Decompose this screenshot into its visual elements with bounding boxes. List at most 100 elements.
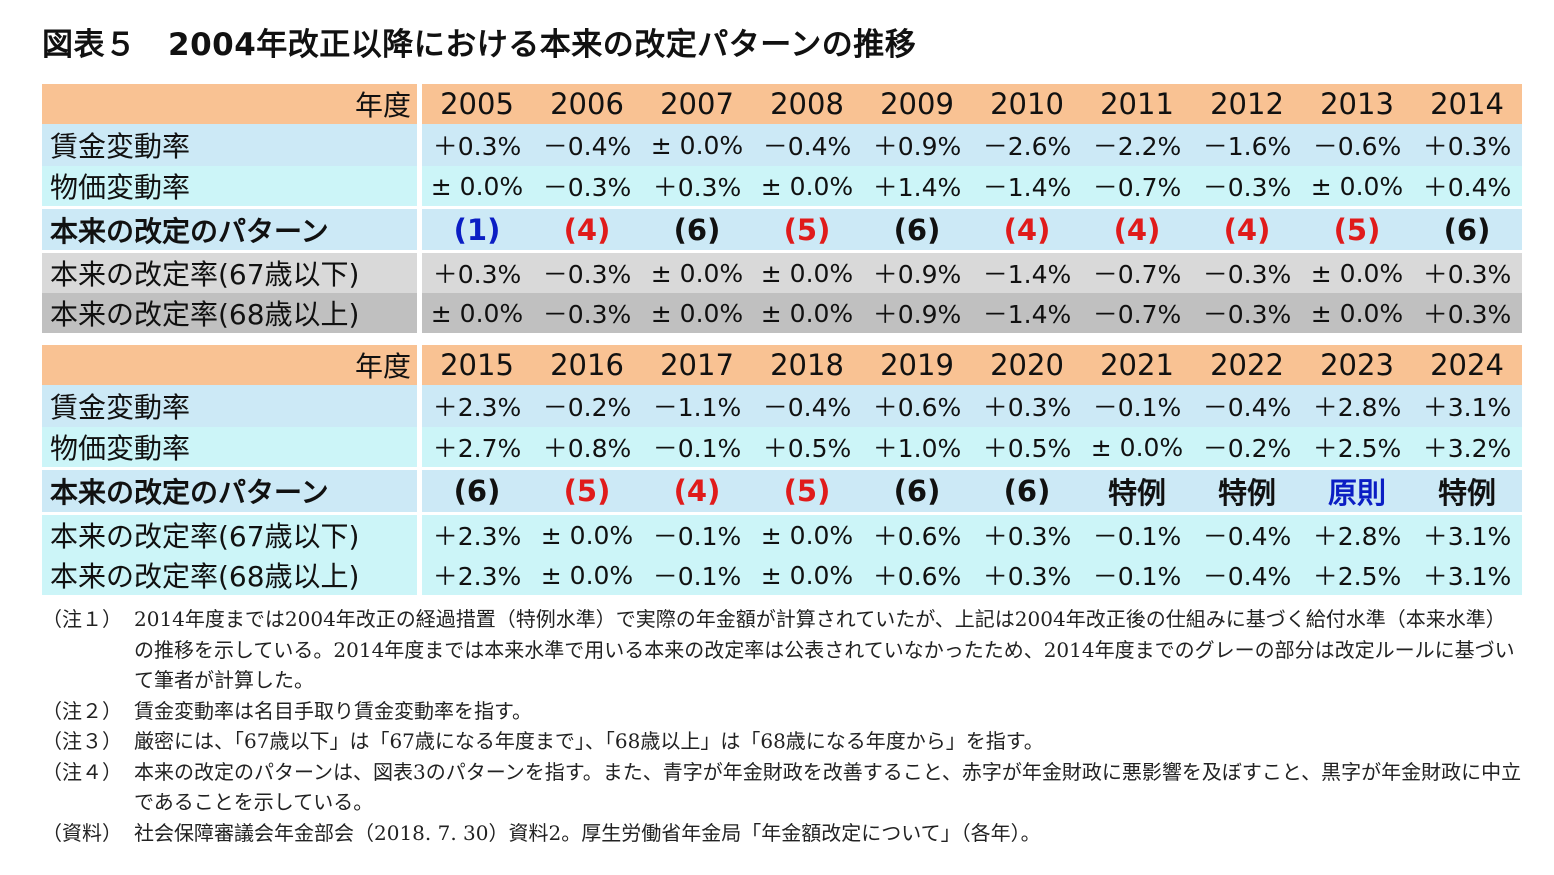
value-cell: ＋0.6% — [862, 515, 972, 555]
note-text: 2014年度までは2004年改正の経過措置（特例水準）で実際の年金額が計算されて… — [134, 607, 1515, 692]
row-label: 本来の改定率(68歳以上) — [42, 293, 422, 333]
row-label: 本来の改定率(67歳以下) — [42, 515, 422, 555]
value-cell: ± 0.0% — [532, 555, 642, 595]
pension-table-2015-2024: 年度 2015 2016 2017 2018 2019 2020 2021 2022 2023 20… — [42, 345, 1522, 595]
value-cell: (1) — [422, 209, 532, 253]
value-cell: －1.6% — [1192, 124, 1302, 166]
value-cell: －2.2% — [1082, 124, 1192, 166]
value-cell: (4) — [1192, 209, 1302, 253]
figure-title: 図表５ 2004年改正以降における本来の改定パターンの推移 — [42, 27, 917, 63]
year-cell: 2013 — [1302, 84, 1412, 124]
value-cell: ± 0.0% — [1302, 166, 1412, 209]
value-cell: －0.3% — [532, 293, 642, 333]
revision-rate-68-over-row: 本来の改定率(68歳以上) ＋2.3% ± 0.0% －0.1% ± 0.0% ＋0.6%… — [42, 555, 1522, 595]
year-header-label: 年度 — [42, 345, 422, 385]
year-cell: 2011 — [1082, 84, 1192, 124]
price-change-rate-row: 物価変動率 ± 0.0% －0.3% ＋0.3% ± 0.0% ＋1.4% －1.4% －0.… — [42, 166, 1522, 209]
price-change-rate-row: 物価変動率 ＋2.7% ＋0.8% －0.1% ＋0.5% ＋1.0% ＋0.5% ± 0.0… — [42, 427, 1522, 470]
value-cell: －2.6% — [972, 124, 1082, 166]
year-cell: 2014 — [1412, 84, 1522, 124]
year-header-row: 年度 2015 2016 2017 2018 2019 2020 2021 2022 2023 20… — [42, 345, 1522, 385]
value-cell: －0.4% — [1192, 515, 1302, 555]
year-cell: 2024 — [1412, 345, 1522, 385]
row-label: 物価変動率 — [42, 427, 422, 470]
notes-section: （注１） 2014年度までは2004年改正の経過措置（特例水準）で実際の年金額が計… — [42, 604, 1522, 848]
value-cell: －0.3% — [1192, 293, 1302, 333]
value-cell: －0.1% — [642, 555, 752, 595]
value-cell: ＋1.4% — [862, 166, 972, 209]
note-text: 社会保障審議会年金部会（2018. 7. 30）資料2。厚生労働省年金局「年金額… — [134, 820, 1041, 845]
value-cell: －0.7% — [1082, 166, 1192, 209]
value-cell: ± 0.0% — [1302, 293, 1412, 333]
note-item: （注１） 2014年度までは2004年改正の経過措置（特例水準）で実際の年金額が計… — [42, 604, 1522, 696]
value-cell: ＋2.3% — [422, 555, 532, 595]
value-cell: －0.4% — [1192, 555, 1302, 595]
value-cell: ＋0.3% — [422, 253, 532, 293]
value-cell: －0.3% — [532, 253, 642, 293]
value-cell: (6) — [1412, 209, 1522, 253]
value-cell: (4) — [1082, 209, 1192, 253]
value-cell: ＋0.3% — [1412, 124, 1522, 166]
value-cell: ＋3.1% — [1412, 515, 1522, 555]
value-cell: ＋2.3% — [422, 515, 532, 555]
wage-change-rate-row: 賃金変動率 ＋2.3% －0.2% －1.1% －0.4% ＋0.6% ＋0.3% －0.1%… — [42, 385, 1522, 427]
row-label: 本来の改定率(67歳以下) — [42, 253, 422, 293]
year-cell: 2008 — [752, 84, 862, 124]
value-cell: (6) — [642, 209, 752, 253]
value-cell: －0.7% — [1082, 293, 1192, 333]
note-text: 本来の改定のパターンは、図表3のパターンを指す。また、青字が年金財政を改善するこ… — [134, 759, 1522, 815]
value-cell: (4) — [972, 209, 1082, 253]
value-cell: ± 0.0% — [752, 555, 862, 595]
year-cell: 2005 — [422, 84, 532, 124]
year-cell: 2020 — [972, 345, 1082, 385]
value-cell: (5) — [752, 470, 862, 515]
value-cell: ± 0.0% — [422, 293, 532, 333]
value-cell: －0.1% — [1082, 515, 1192, 555]
value-cell: ± 0.0% — [422, 166, 532, 209]
value-cell: ＋0.8% — [532, 427, 642, 470]
value-cell: ± 0.0% — [1082, 427, 1192, 470]
value-cell: ＋0.5% — [972, 427, 1082, 470]
value-cell: －0.1% — [642, 515, 752, 555]
value-cell: －0.3% — [1192, 253, 1302, 293]
value-cell: －0.3% — [1192, 166, 1302, 209]
value-cell: ＋0.9% — [862, 253, 972, 293]
note-tag: （注４） — [42, 759, 122, 784]
value-cell: ± 0.0% — [1302, 253, 1412, 293]
value-cell: ＋0.6% — [862, 555, 972, 595]
year-cell: 2012 — [1192, 84, 1302, 124]
value-cell: ± 0.0% — [532, 515, 642, 555]
value-cell: ＋0.3% — [1412, 253, 1522, 293]
value-cell: 特例 — [1192, 470, 1302, 515]
year-cell: 2017 — [642, 345, 752, 385]
value-cell: －0.1% — [1082, 555, 1192, 595]
note-text: 賃金変動率は名目手取り賃金変動率を指す。 — [134, 698, 532, 723]
value-cell: －0.1% — [1082, 385, 1192, 427]
value-cell: ＋0.3% — [972, 555, 1082, 595]
value-cell: ＋1.0% — [862, 427, 972, 470]
value-cell: ± 0.0% — [752, 166, 862, 209]
value-cell: ＋2.7% — [422, 427, 532, 470]
year-cell: 2007 — [642, 84, 752, 124]
year-header-label: 年度 — [42, 84, 422, 124]
value-cell: －0.4% — [1192, 385, 1302, 427]
value-cell: ＋3.2% — [1412, 427, 1522, 470]
row-label: 賃金変動率 — [42, 385, 422, 427]
wage-change-rate-row: 賃金変動率 ＋0.3% －0.4% ± 0.0% －0.4% ＋0.9% －2.6% －2.2… — [42, 124, 1522, 166]
value-cell: ± 0.0% — [752, 515, 862, 555]
note-tag: （注１） — [42, 607, 122, 631]
year-cell: 2010 — [972, 84, 1082, 124]
value-cell: ＋0.3% — [972, 385, 1082, 427]
year-cell: 2021 — [1082, 345, 1192, 385]
value-cell: ＋2.8% — [1302, 385, 1412, 427]
year-cell: 2016 — [532, 345, 642, 385]
note-item: （注４） 本来の改定のパターンは、図表3のパターンを指す。また、青字が年金財政を改… — [42, 757, 1522, 818]
year-cell: 2015 — [422, 345, 532, 385]
row-label: 本来の改定のパターン — [42, 209, 422, 253]
value-cell: －0.2% — [1192, 427, 1302, 470]
value-cell: (5) — [752, 209, 862, 253]
value-cell: －1.1% — [642, 385, 752, 427]
row-label: 本来の改定率(68歳以上) — [42, 555, 422, 595]
value-cell: 特例 — [1412, 470, 1522, 515]
value-cell: (4) — [532, 209, 642, 253]
